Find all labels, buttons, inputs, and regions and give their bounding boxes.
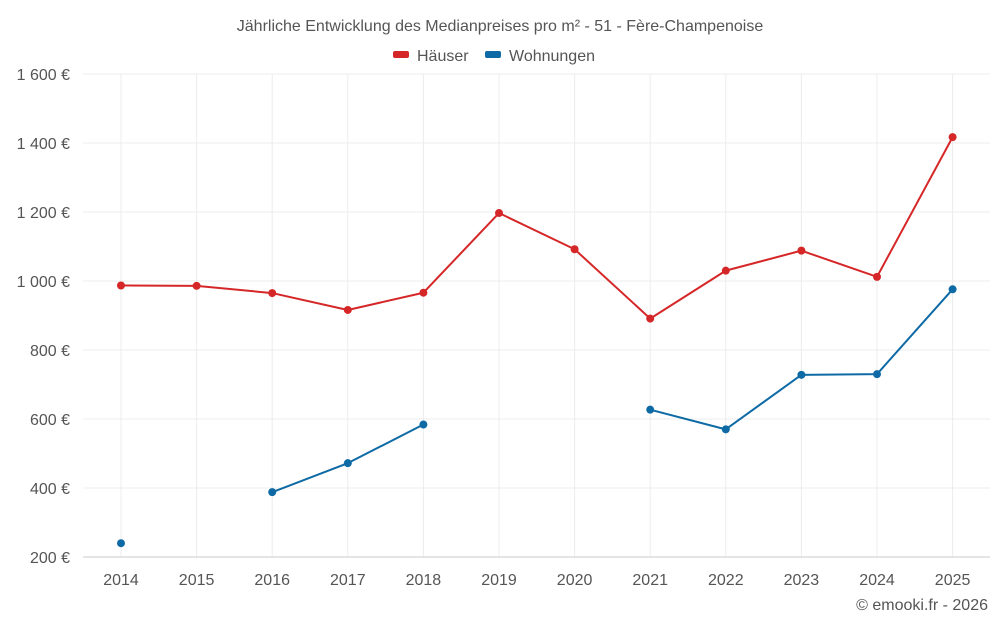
y-tick-label: 800 € — [30, 343, 70, 360]
x-tick-label: 2014 — [103, 572, 139, 589]
data-point — [570, 245, 579, 254]
y-tick-label: 1 200 € — [17, 205, 70, 222]
x-tick-label: 2024 — [859, 572, 895, 589]
data-point — [192, 281, 201, 290]
data-point — [343, 459, 352, 468]
data-point — [419, 288, 428, 297]
data-point — [721, 425, 730, 434]
legend-swatch — [393, 51, 409, 58]
data-point — [117, 281, 125, 290]
x-axis-ticks: 2014 2015 2016 2017 2018 2019 2020 2021 2022 2023… — [103, 572, 970, 589]
x-tick-label: 2022 — [708, 572, 744, 589]
y-tick-label: 1 000 € — [17, 274, 70, 291]
x-tick-label: 2016 — [254, 572, 290, 589]
y-tick-label: 600 € — [30, 412, 70, 429]
chart-title: Jährliche Entwicklung des Medianpreises … — [237, 18, 764, 35]
data-point — [117, 539, 125, 548]
series-häuser — [117, 133, 957, 323]
data-point — [948, 133, 957, 142]
x-tick-label: 2019 — [481, 572, 517, 589]
data-point — [268, 488, 277, 497]
x-tick-label: 2020 — [557, 572, 593, 589]
data-point — [721, 266, 730, 275]
data-point — [948, 285, 957, 294]
legend: Häuser Wohnungen — [393, 48, 595, 65]
data-point — [646, 314, 655, 323]
y-tick-label: 200 € — [30, 550, 70, 567]
data-point — [419, 420, 428, 429]
x-tick-label: 2018 — [406, 572, 442, 589]
x-tick-label: 2023 — [784, 572, 820, 589]
x-tick-label: 2017 — [330, 572, 366, 589]
grid — [83, 73, 990, 557]
data-point — [343, 305, 352, 314]
series-wohnungen — [117, 285, 957, 548]
y-tick-label: 1 400 € — [17, 136, 70, 153]
legend-label: Wohnungen — [509, 48, 595, 65]
y-tick-label: 1 600 € — [17, 67, 70, 84]
x-tick-label: 2025 — [935, 572, 971, 589]
data-point — [268, 289, 277, 298]
data-point — [797, 370, 806, 379]
credit-text: © emooki.fr - 2026 — [856, 597, 988, 614]
data-point — [495, 209, 503, 218]
data-point — [873, 272, 881, 281]
legend-label: Häuser — [417, 48, 469, 65]
legend-item: Häuser — [393, 48, 469, 65]
series — [117, 133, 957, 548]
x-tick-label: 2021 — [632, 572, 668, 589]
series-line — [120, 136, 954, 320]
legend-swatch — [485, 51, 501, 58]
data-point — [873, 370, 881, 379]
y-axis-ticks: 200 € 400 € 600 € 800 € 1 000 € 1 200 € 1 400 … — [17, 67, 70, 567]
legend-item: Wohnungen — [485, 48, 595, 65]
data-point — [646, 405, 655, 414]
data-point — [797, 246, 806, 255]
y-tick-label: 400 € — [30, 481, 70, 498]
x-tick-label: 2015 — [179, 572, 215, 589]
